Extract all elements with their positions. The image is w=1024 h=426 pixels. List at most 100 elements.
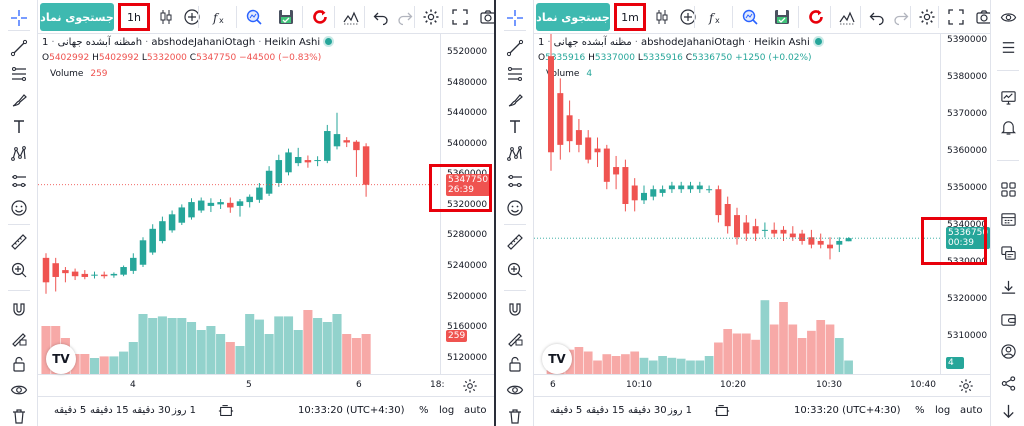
lock-icon[interactable] [505,354,525,374]
time-axis[interactable]: 6 10:10 10:20 10:30 10:40 [534,374,990,396]
candles-icon[interactable] [652,7,672,27]
interval-button[interactable]: 1m [614,3,646,31]
crosshair-icon[interactable] [505,8,525,28]
refresh-icon[interactable] [806,7,826,27]
candlestick-chart[interactable] [38,34,440,374]
range-button[interactable]: 5 دقیقه [54,405,87,416]
grid-icon[interactable] [999,180,1017,198]
plus-circle-icon[interactable] [182,7,202,27]
replay-search-icon[interactable] [740,7,760,27]
undo-icon[interactable] [371,7,391,27]
brush-icon[interactable] [505,90,525,110]
eye-icon[interactable] [505,380,525,400]
tradingview-logo-icon[interactable]: TV [46,344,76,374]
candles-icon[interactable] [156,7,176,27]
lock-icon[interactable] [9,354,29,374]
range-button[interactable]: 15 دقیقه [90,405,129,416]
text-icon[interactable] [505,117,525,137]
tradingview-logo-icon[interactable]: TV [542,344,572,374]
date-range-icon[interactable] [714,403,730,419]
alarm-icon[interactable] [999,118,1017,136]
user-icon[interactable] [999,342,1017,360]
save-icon[interactable] [772,7,792,27]
candlestick-chart[interactable] [534,34,940,374]
watchlist-icon[interactable] [999,8,1017,26]
chart-icon[interactable] [999,88,1017,106]
fullscreen-icon[interactable] [450,7,470,27]
percent-scale-toggle[interactable]: % [419,405,429,416]
gear-icon[interactable] [421,7,441,27]
plus-circle-icon[interactable] [678,7,698,27]
gear-icon[interactable] [462,378,478,394]
trash-icon[interactable] [9,406,29,426]
lock-drawing-icon[interactable] [505,328,525,348]
volume-bar [245,314,255,374]
price-axis[interactable]: 5390000 5380000 5370000 5360000 5350000 53400… [940,34,990,374]
trendline-icon[interactable] [505,38,525,58]
fib-icon[interactable] [505,64,525,84]
timezone-clock[interactable]: 10:33:20 (UTC+4:30) [794,405,901,416]
indicator-icon[interactable] [837,7,857,27]
interval-button[interactable]: 1h [118,3,150,31]
chat-icon[interactable] [999,244,1017,262]
range-button[interactable]: 15 دقیقه [586,405,625,416]
text-icon[interactable] [9,117,29,137]
range-button[interactable]: 1 روز [668,405,693,416]
download-icon[interactable] [999,278,1017,296]
redo-icon[interactable] [891,7,911,27]
emoji-icon[interactable] [9,198,29,218]
gear-icon[interactable] [958,378,974,394]
eye-icon[interactable] [9,380,29,400]
symbol-search-button[interactable]: جستجوی نماد [40,3,114,31]
percent-scale-toggle[interactable]: % [915,405,925,416]
log-scale-toggle[interactable]: log [935,405,951,416]
emoji-icon[interactable] [505,198,525,218]
calendar-icon[interactable] [999,210,1017,228]
pattern-icon[interactable] [9,144,29,164]
time-axis[interactable]: 4 5 6 18: [38,374,494,396]
fullscreen-icon[interactable] [946,7,966,27]
fib-icon[interactable] [9,64,29,84]
pattern-icon[interactable] [505,144,525,164]
undo-icon[interactable] [867,7,887,27]
trendline-icon[interactable] [9,38,29,58]
timezone-clock[interactable]: 10:33:20 (UTC+4:30) [298,405,405,416]
range-button[interactable]: 1 روز [172,405,197,416]
range-button[interactable]: 30 دقیقه [132,405,171,416]
save-icon[interactable] [276,7,296,27]
toolbar-separator [694,6,695,28]
indicator-icon[interactable] [341,7,361,27]
menu-icon[interactable] [999,38,1017,56]
auto-scale-toggle[interactable]: auto [464,405,487,416]
wallet-icon[interactable] [999,310,1017,328]
range-button[interactable]: 30 دقیقه [628,405,667,416]
share-icon[interactable] [999,374,1017,392]
prediction-icon[interactable] [9,171,29,191]
date-range-icon[interactable] [218,403,234,419]
trash-icon[interactable] [505,406,525,426]
zoom-in-icon[interactable] [505,260,525,280]
lock-drawing-icon[interactable] [9,328,29,348]
candle-body [256,187,263,200]
brush-icon[interactable] [9,90,29,110]
auto-scale-toggle[interactable]: auto [960,405,983,416]
log-scale-toggle[interactable]: log [439,405,455,416]
magnet-icon[interactable] [505,300,525,320]
crosshair-icon[interactable] [9,8,29,28]
range-button[interactable]: 5 دقیقه [550,405,583,416]
magnet-icon[interactable] [9,300,29,320]
redo-icon[interactable] [395,7,415,27]
ruler-icon[interactable] [9,232,29,252]
prediction-icon[interactable] [505,171,525,191]
gear-icon[interactable] [917,7,937,27]
ruler-icon[interactable] [505,232,525,252]
price-axis[interactable]: 5520000548000054400005400000536000053200… [440,34,494,374]
refresh-icon[interactable] [310,7,330,27]
zoom-in-icon[interactable] [9,260,29,280]
arrow-down-icon[interactable] [999,402,1017,420]
replay-search-icon[interactable] [244,7,264,27]
camera-icon[interactable] [478,7,498,27]
symbol-search-button[interactable]: جستجوی نماد [536,3,610,31]
